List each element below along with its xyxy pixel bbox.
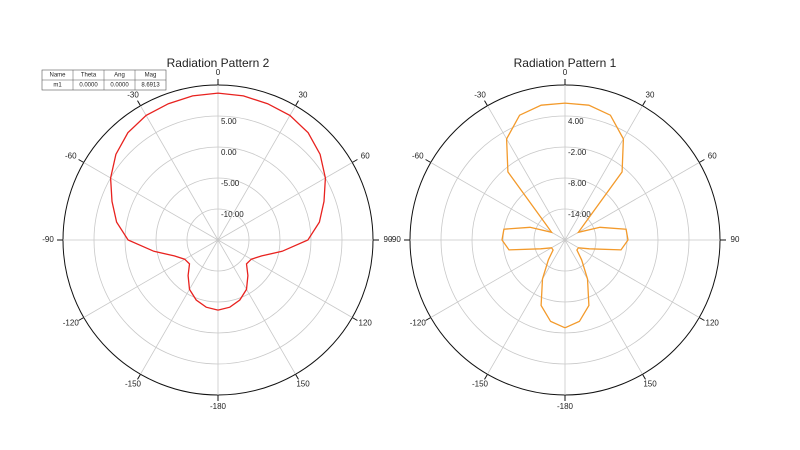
- spoke: [217, 239, 296, 375]
- spoke: [487, 239, 566, 375]
- angle-label: 30: [299, 90, 308, 99]
- angle-tick: [295, 100, 299, 107]
- table-cell: 0.0000: [110, 83, 129, 89]
- r-tick-label: 4.00: [568, 117, 584, 126]
- angle-label: -30: [127, 90, 139, 99]
- angle-label: 0: [216, 68, 221, 77]
- r-tick-label: -2.00: [568, 148, 587, 157]
- angle-tick: [137, 373, 141, 380]
- angle-label: 150: [643, 380, 657, 389]
- spoke: [430, 162, 566, 241]
- angle-label: 150: [296, 380, 310, 389]
- spoke: [217, 105, 296, 241]
- r-tick-label: 0.00: [221, 148, 237, 157]
- spoke: [487, 105, 566, 241]
- angle-tick: [698, 317, 705, 321]
- pattern-curve: [109, 92, 327, 311]
- angle-label: 30: [646, 90, 655, 99]
- angle-tick: [78, 317, 85, 321]
- spoke: [564, 239, 700, 318]
- angle-label: 0: [563, 68, 568, 77]
- angle-label: -60: [65, 152, 77, 161]
- table-cell: m1: [53, 83, 62, 89]
- r-tick-label: -5.00: [221, 179, 240, 188]
- spoke: [83, 162, 219, 241]
- angle-tick: [642, 373, 646, 380]
- spoke: [564, 239, 643, 375]
- marker-table: Name Theta Ang Mag m1 0.0000 0.0000 8.6913: [41, 69, 167, 91]
- table-header: Ang: [114, 73, 125, 79]
- angle-label: 120: [706, 319, 720, 328]
- angle-label: -150: [125, 380, 142, 389]
- angle-label: -120: [410, 319, 427, 328]
- angle-label: 90: [384, 235, 393, 244]
- angle-tick: [295, 373, 299, 380]
- angle-tick: [78, 159, 85, 163]
- pattern-curve: [501, 102, 629, 329]
- r-tick-label: 5.00: [221, 117, 237, 126]
- angle-tick: [425, 159, 432, 163]
- spoke: [83, 239, 219, 318]
- angle-tick: [351, 159, 358, 163]
- angle-label: -30: [474, 90, 486, 99]
- spoke: [430, 239, 566, 318]
- polar-chart: Radiation Pattern 2-10.00-5.000.005.00-1…: [41, 56, 393, 411]
- table-header: Mag: [145, 73, 157, 79]
- table-cell: 8.6913: [141, 83, 160, 89]
- spoke: [217, 162, 353, 241]
- angle-label: 60: [708, 152, 717, 161]
- angle-tick: [642, 100, 646, 107]
- angle-tick: [137, 100, 141, 107]
- chart-title: Radiation Pattern 1: [514, 56, 617, 70]
- table-header: Name: [49, 73, 66, 79]
- angle-label: -180: [210, 402, 227, 411]
- angle-label: -120: [63, 319, 80, 328]
- spoke: [140, 105, 219, 241]
- angle-tick: [425, 317, 432, 321]
- angle-label: -150: [472, 380, 489, 389]
- angle-label: -60: [412, 152, 424, 161]
- table-cell: 0.0000: [79, 83, 98, 89]
- table-header: Theta: [81, 73, 97, 79]
- angle-label: 90: [731, 235, 740, 244]
- spoke: [564, 162, 700, 241]
- angle-tick: [484, 100, 488, 107]
- spoke: [217, 239, 353, 318]
- spoke: [564, 105, 643, 241]
- angle-label: -180: [557, 402, 574, 411]
- r-tick-label: -8.00: [568, 179, 587, 188]
- angle-label: -90: [389, 235, 401, 244]
- angle-label: 120: [359, 319, 373, 328]
- chart-title: Radiation Pattern 2: [167, 56, 270, 70]
- angle-tick: [351, 317, 358, 321]
- angle-label: 60: [361, 152, 370, 161]
- spoke: [140, 239, 219, 375]
- angle-tick: [484, 373, 488, 380]
- polar-chart: Radiation Pattern 1-14.00-8.00-2.004.00-…: [389, 56, 740, 411]
- angle-tick: [698, 159, 705, 163]
- angle-label: -90: [42, 235, 54, 244]
